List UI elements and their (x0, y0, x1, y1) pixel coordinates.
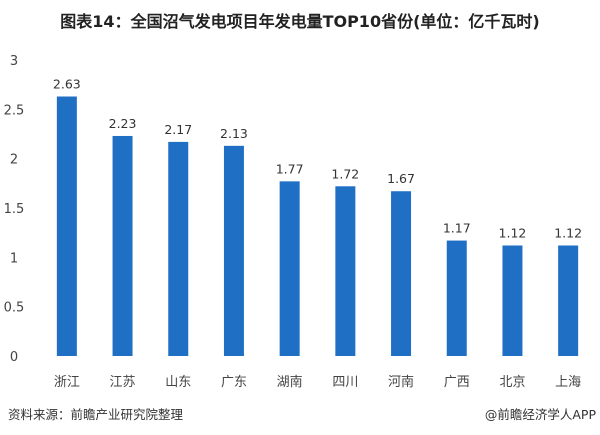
chart-title: 图表14：全国沼气发电项目年发电量TOP10省份(单位：亿千瓦时) (60, 12, 540, 31)
y-tick-label: 0.5 (4, 301, 25, 316)
x-tick-label: 上海 (555, 375, 581, 390)
y-tick-label: 2.5 (4, 103, 25, 118)
data-label: 1.67 (387, 171, 415, 186)
data-label: 2.17 (164, 122, 192, 137)
bar (112, 135, 133, 356)
data-label: 2.63 (53, 77, 81, 92)
x-tick-label: 浙江 (54, 375, 80, 390)
bar (335, 186, 356, 356)
x-tick-label: 江苏 (110, 374, 136, 390)
x-tick-label: 广东 (221, 375, 247, 390)
credit-note: @前瞻经济学人APP (484, 407, 596, 422)
x-tick-label: 北京 (499, 375, 525, 390)
bar (391, 191, 412, 356)
x-tick-label: 河南 (388, 374, 414, 390)
x-tick-label: 山东 (165, 375, 191, 390)
data-label: 2.13 (220, 126, 248, 141)
source-note: 资料来源：前瞻产业研究院整理 (8, 407, 184, 422)
x-tick-label: 湖南 (277, 374, 303, 390)
bar (223, 145, 244, 356)
bar (279, 181, 300, 356)
y-tick-label: 3 (10, 54, 18, 69)
data-label: 1.12 (554, 225, 582, 240)
x-tick-label: 广西 (444, 375, 470, 390)
bar (56, 96, 77, 357)
bar (168, 141, 189, 356)
y-tick-label: 1 (10, 251, 18, 266)
y-tick-label: 2 (10, 153, 18, 168)
bar (558, 245, 579, 356)
data-label: 1.17 (443, 221, 471, 236)
data-label: 1.12 (499, 225, 527, 240)
bar-chart: 0 0.5 1 1.5 2 2.5 3 2.63 浙江 2.23 江苏 2.17 山东 2.13 广东 1.7… (4, 54, 582, 390)
data-label: 1.72 (331, 166, 359, 181)
bar (446, 240, 467, 356)
x-tick-label: 四川 (332, 375, 358, 390)
data-label: 2.23 (109, 116, 137, 131)
bar (502, 245, 523, 356)
y-tick-label: 0 (10, 350, 18, 365)
data-label: 1.77 (276, 161, 304, 176)
y-tick-label: 1.5 (4, 202, 25, 217)
